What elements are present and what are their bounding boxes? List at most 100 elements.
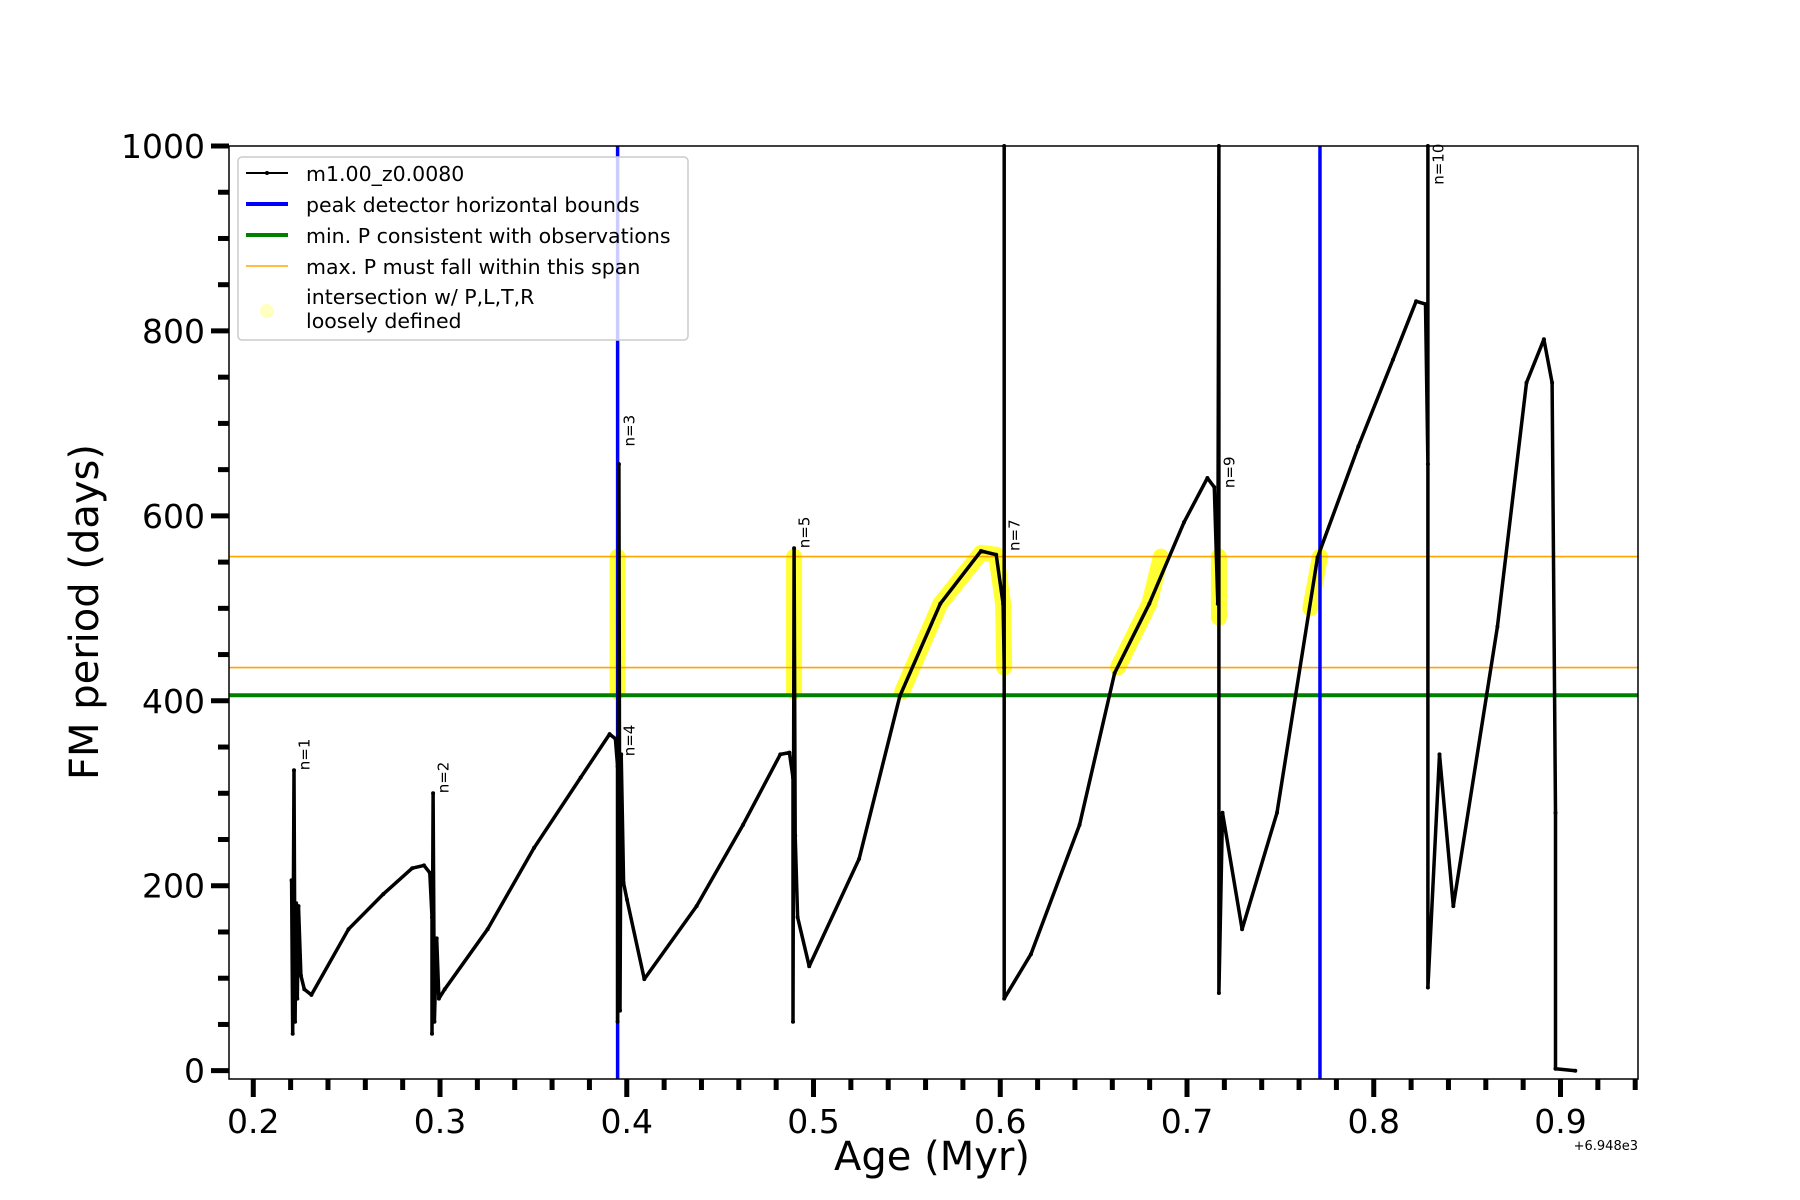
- series-point: [793, 833, 798, 838]
- series-point: [436, 996, 441, 1001]
- x-tick-label: 0.3: [414, 1102, 466, 1141]
- series-point: [346, 927, 351, 932]
- annotation-layer: n=1 n=2 n=3 n=4 n=5 n=7 n=9 n=10: [295, 144, 1447, 794]
- series-point: [1495, 624, 1500, 629]
- peak-annotation: n=7: [1006, 519, 1024, 551]
- y-tick-label: 400: [142, 682, 205, 721]
- series-point: [1220, 810, 1225, 815]
- peak-annotation: n=3: [620, 415, 638, 447]
- x-tick-label: 0.9: [1534, 1102, 1586, 1141]
- x-tick-label: 0.6: [974, 1102, 1026, 1141]
- series-point: [292, 768, 296, 773]
- series-point: [442, 987, 447, 992]
- series-point: [615, 1019, 620, 1024]
- series-point: [1205, 476, 1210, 480]
- series-point: [1524, 380, 1529, 385]
- x-tick-label: 0.4: [601, 1102, 653, 1141]
- series-point: [778, 752, 783, 757]
- series-point: [618, 1008, 622, 1013]
- series-point: [430, 1031, 434, 1036]
- peak-annotation: n=9: [1221, 456, 1239, 488]
- series-point: [293, 1019, 298, 1024]
- legend-handle-yellow: [260, 304, 274, 318]
- series-point: [1553, 810, 1558, 815]
- x-tick-label: 0.5: [787, 1102, 839, 1141]
- y-tick-label: 200: [142, 867, 205, 906]
- series-point: [897, 694, 902, 699]
- x-tick-label: 0.2: [227, 1102, 279, 1141]
- x-tick-label: 0.7: [1161, 1102, 1213, 1141]
- series-point: [431, 791, 436, 796]
- series-point: [434, 936, 439, 941]
- series-point: [1275, 810, 1279, 815]
- series-point: [787, 750, 792, 755]
- series-point: [485, 927, 490, 932]
- series-point: [1112, 671, 1117, 676]
- y-axis: 0 200 400 600 800 1000: [121, 127, 229, 1091]
- series-point: [625, 897, 629, 902]
- series-point: [1425, 462, 1430, 467]
- legend-frame: [237, 156, 689, 341]
- legend-label-yellow-line1: intersection w/ P,L,T,R: [306, 285, 534, 309]
- y-tick-label: 600: [142, 497, 205, 536]
- series-point: [616, 462, 621, 467]
- peak-annotation: n=2: [435, 762, 453, 794]
- series-point: [1391, 357, 1395, 362]
- series-point: [792, 546, 797, 551]
- x-axis-label: Age (Myr): [834, 1134, 1030, 1180]
- series-point: [289, 878, 294, 883]
- series-point: [1550, 380, 1555, 385]
- y-tick-label: 0: [184, 1052, 205, 1091]
- series-point: [1216, 991, 1221, 995]
- series-point: [1240, 927, 1245, 932]
- peak-annotation: n=1: [295, 739, 313, 771]
- series-point: [1573, 1068, 1578, 1073]
- y-tick-label: 1000: [121, 127, 205, 166]
- peak-annotation: n=5: [796, 517, 814, 549]
- series-point: [1147, 601, 1152, 606]
- series-point: [430, 915, 434, 920]
- series-point: [642, 977, 647, 982]
- series-point: [807, 964, 812, 969]
- series-point: [621, 881, 626, 885]
- series-point: [1002, 665, 1007, 670]
- series-point: [1002, 996, 1007, 1001]
- series-point: [979, 549, 983, 553]
- hline-layer: [229, 555, 1638, 698]
- legend-label-orange: max. P must fall within this span: [306, 255, 640, 279]
- legend-label-blue: peak detector horizontal bounds: [306, 193, 640, 217]
- series-point: [619, 752, 624, 757]
- series-point: [532, 845, 537, 850]
- x-tick-label: 0.8: [1348, 1102, 1400, 1141]
- series-point: [857, 856, 862, 861]
- series-point: [432, 1019, 437, 1024]
- legend-label-series: m1.00_z0.0080: [306, 162, 464, 187]
- series-point: [309, 992, 314, 997]
- series-point: [1423, 302, 1428, 307]
- series-point: [1212, 485, 1217, 490]
- series-point: [298, 973, 303, 978]
- series-point: [1541, 337, 1546, 342]
- series-point: [1437, 752, 1442, 757]
- series-point: [1414, 299, 1419, 304]
- series-point: [938, 601, 943, 606]
- y-axis-label: FM period (days): [62, 444, 108, 780]
- legend-handle-series-marker: [265, 171, 269, 175]
- series-point: [613, 736, 618, 741]
- legend-label-green: min. P consistent with observations: [306, 224, 671, 248]
- series-point: [615, 764, 620, 769]
- series-point: [1356, 444, 1361, 449]
- series-point: [607, 732, 612, 737]
- series-point: [1182, 520, 1186, 525]
- series-point: [1215, 601, 1220, 606]
- series-point: [1451, 904, 1456, 909]
- series-point: [295, 996, 300, 1001]
- series-point: [1553, 1066, 1558, 1071]
- series-point: [791, 1019, 795, 1024]
- y-tick-label: 800: [142, 312, 205, 351]
- series-layer: [289, 144, 1578, 1073]
- series-point: [296, 904, 301, 909]
- series-point: [1001, 601, 1006, 606]
- series-point: [795, 915, 800, 920]
